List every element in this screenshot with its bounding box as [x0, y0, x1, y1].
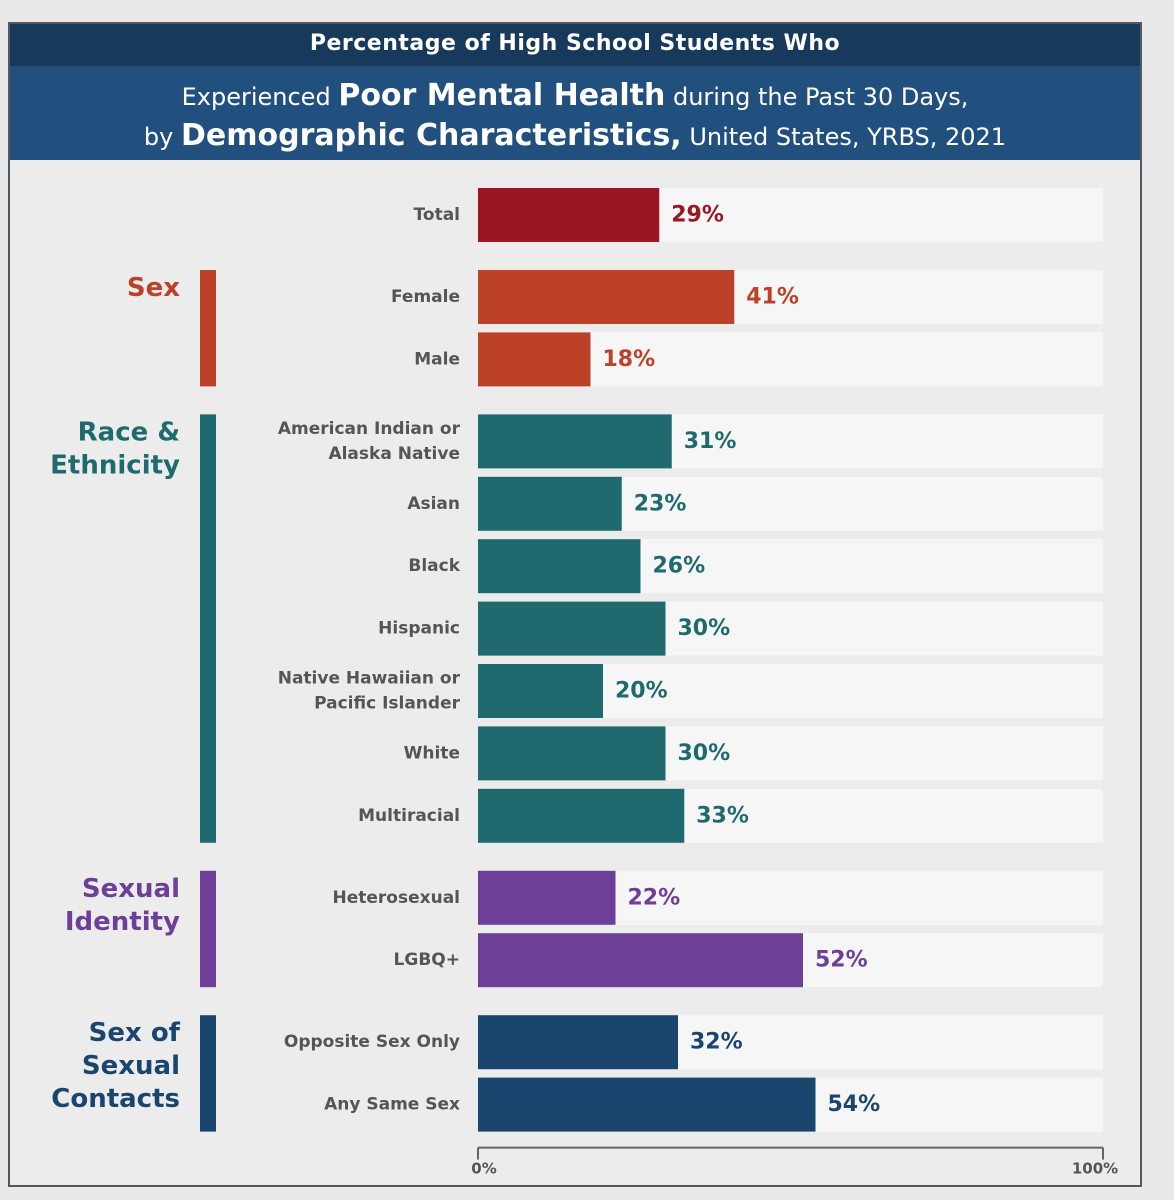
category-label: Any Same Sex — [324, 1095, 460, 1115]
category-label: Female — [391, 287, 460, 307]
category-label-line: Multiracial — [358, 806, 460, 826]
category-label-line: Hispanic — [378, 619, 460, 639]
category-label: Male — [414, 349, 460, 369]
category-label: Multiracial — [358, 806, 460, 826]
category-label-line: American Indian or — [278, 419, 461, 439]
group-bracket — [200, 414, 216, 843]
category-label-line: Black — [408, 556, 460, 576]
group-label-line: Sexual — [82, 874, 180, 904]
category-label-line: LGBQ+ — [394, 950, 460, 970]
bar-total — [478, 188, 660, 242]
category-label-line: White — [404, 743, 460, 763]
group-label-line: Sex of — [89, 1018, 181, 1048]
category-label-line: Heterosexual — [333, 888, 461, 908]
value-label: 18% — [603, 347, 656, 372]
bar-female — [478, 270, 735, 324]
value-label: 32% — [690, 1030, 743, 1055]
title-line-1: Percentage of High School Students Who — [10, 24, 1140, 66]
group-bracket — [200, 270, 216, 387]
group-bracket — [200, 1015, 216, 1132]
value-label: 30% — [678, 741, 731, 766]
title-line-2-pre: Experienced — [181, 83, 331, 111]
bar-any-same-sex — [478, 1077, 816, 1132]
category-label-line: Alaska Native — [328, 444, 460, 464]
bar-hispanic — [478, 601, 666, 656]
group-label-line: Identity — [65, 907, 180, 937]
value-label: 33% — [696, 803, 749, 828]
group-label-line: Contacts — [51, 1084, 180, 1114]
category-label: Total — [414, 205, 460, 225]
category-label-line: Any Same Sex — [324, 1095, 460, 1115]
category-label-line: Female — [391, 287, 460, 307]
value-label: 41% — [746, 285, 799, 310]
group-label: Sex of Sexual Contacts — [51, 1018, 180, 1114]
group-label-line: Sex — [127, 273, 180, 303]
title-line-3-pre: by — [143, 123, 174, 151]
category-label-line: Total — [414, 205, 460, 225]
title-line-3-post: United States, YRBS, 2021 — [689, 123, 1007, 151]
bar-multiracial — [478, 788, 685, 843]
value-label: 26% — [653, 554, 706, 579]
bar-male — [478, 332, 591, 387]
category-label: White — [404, 743, 460, 763]
category-label-line: Native Hawaiian or — [278, 669, 461, 689]
bar-heterosexual — [478, 870, 616, 925]
bar-white — [478, 726, 666, 781]
category-label-line: Asian — [407, 494, 460, 514]
group-label-line: Ethnicity — [50, 450, 180, 480]
title-line-2-bold: Poor Mental Health — [338, 78, 666, 113]
x-tick-label: 100% — [1072, 1160, 1118, 1178]
value-label: 31% — [684, 429, 737, 454]
value-label: 30% — [678, 616, 731, 641]
bar-native-hawaiian-or-pacific-islander — [478, 664, 603, 718]
category-label: LGBQ+ — [394, 950, 460, 970]
value-label: 52% — [815, 948, 868, 973]
group-label-line: Sexual — [82, 1051, 180, 1081]
category-label: Native Hawaiian or Pacific Islander — [278, 669, 461, 714]
bar-american-indian-or-alaska-native — [478, 414, 672, 469]
title-line-3: by Demographic Characteristics, United S… — [10, 118, 1140, 153]
category-label: Asian — [407, 494, 460, 514]
group-label-line: Race & — [78, 417, 180, 447]
category-label-line: Opposite Sex Only — [284, 1032, 460, 1052]
group-label: Sexual Identity — [65, 874, 180, 937]
value-label: 29% — [671, 203, 724, 228]
category-label: Heterosexual — [333, 888, 461, 908]
title-line-3-bold: Demographic Characteristics, — [181, 118, 682, 153]
group-bracket — [200, 870, 216, 988]
bar-opposite-sex-only — [478, 1015, 678, 1070]
bar-lgbq- — [478, 933, 803, 988]
value-label: 22% — [628, 885, 681, 910]
bar-asian — [478, 476, 622, 531]
value-label: 23% — [634, 491, 687, 516]
category-label: American Indian or Alaska Native — [278, 419, 461, 464]
category-label-line: Male — [414, 349, 460, 369]
category-label: Opposite Sex Only — [284, 1032, 460, 1052]
bar-black — [478, 539, 641, 594]
category-label: Black — [408, 556, 460, 576]
category-label: Hispanic — [378, 619, 460, 639]
title-line-2: Experienced Poor Mental Health during th… — [10, 78, 1140, 113]
value-label: 54% — [828, 1092, 881, 1117]
title-line-2-post: during the Past 30 Days, — [672, 83, 969, 111]
group-label: Race & Ethnicity — [50, 417, 180, 480]
category-label-line: Pacific Islander — [314, 694, 461, 714]
group-label: Sex — [127, 273, 180, 303]
title-banner: Experienced Poor Mental Health during th… — [10, 66, 1140, 160]
value-label: 20% — [615, 679, 668, 704]
x-tick-label: 0% — [471, 1160, 496, 1178]
